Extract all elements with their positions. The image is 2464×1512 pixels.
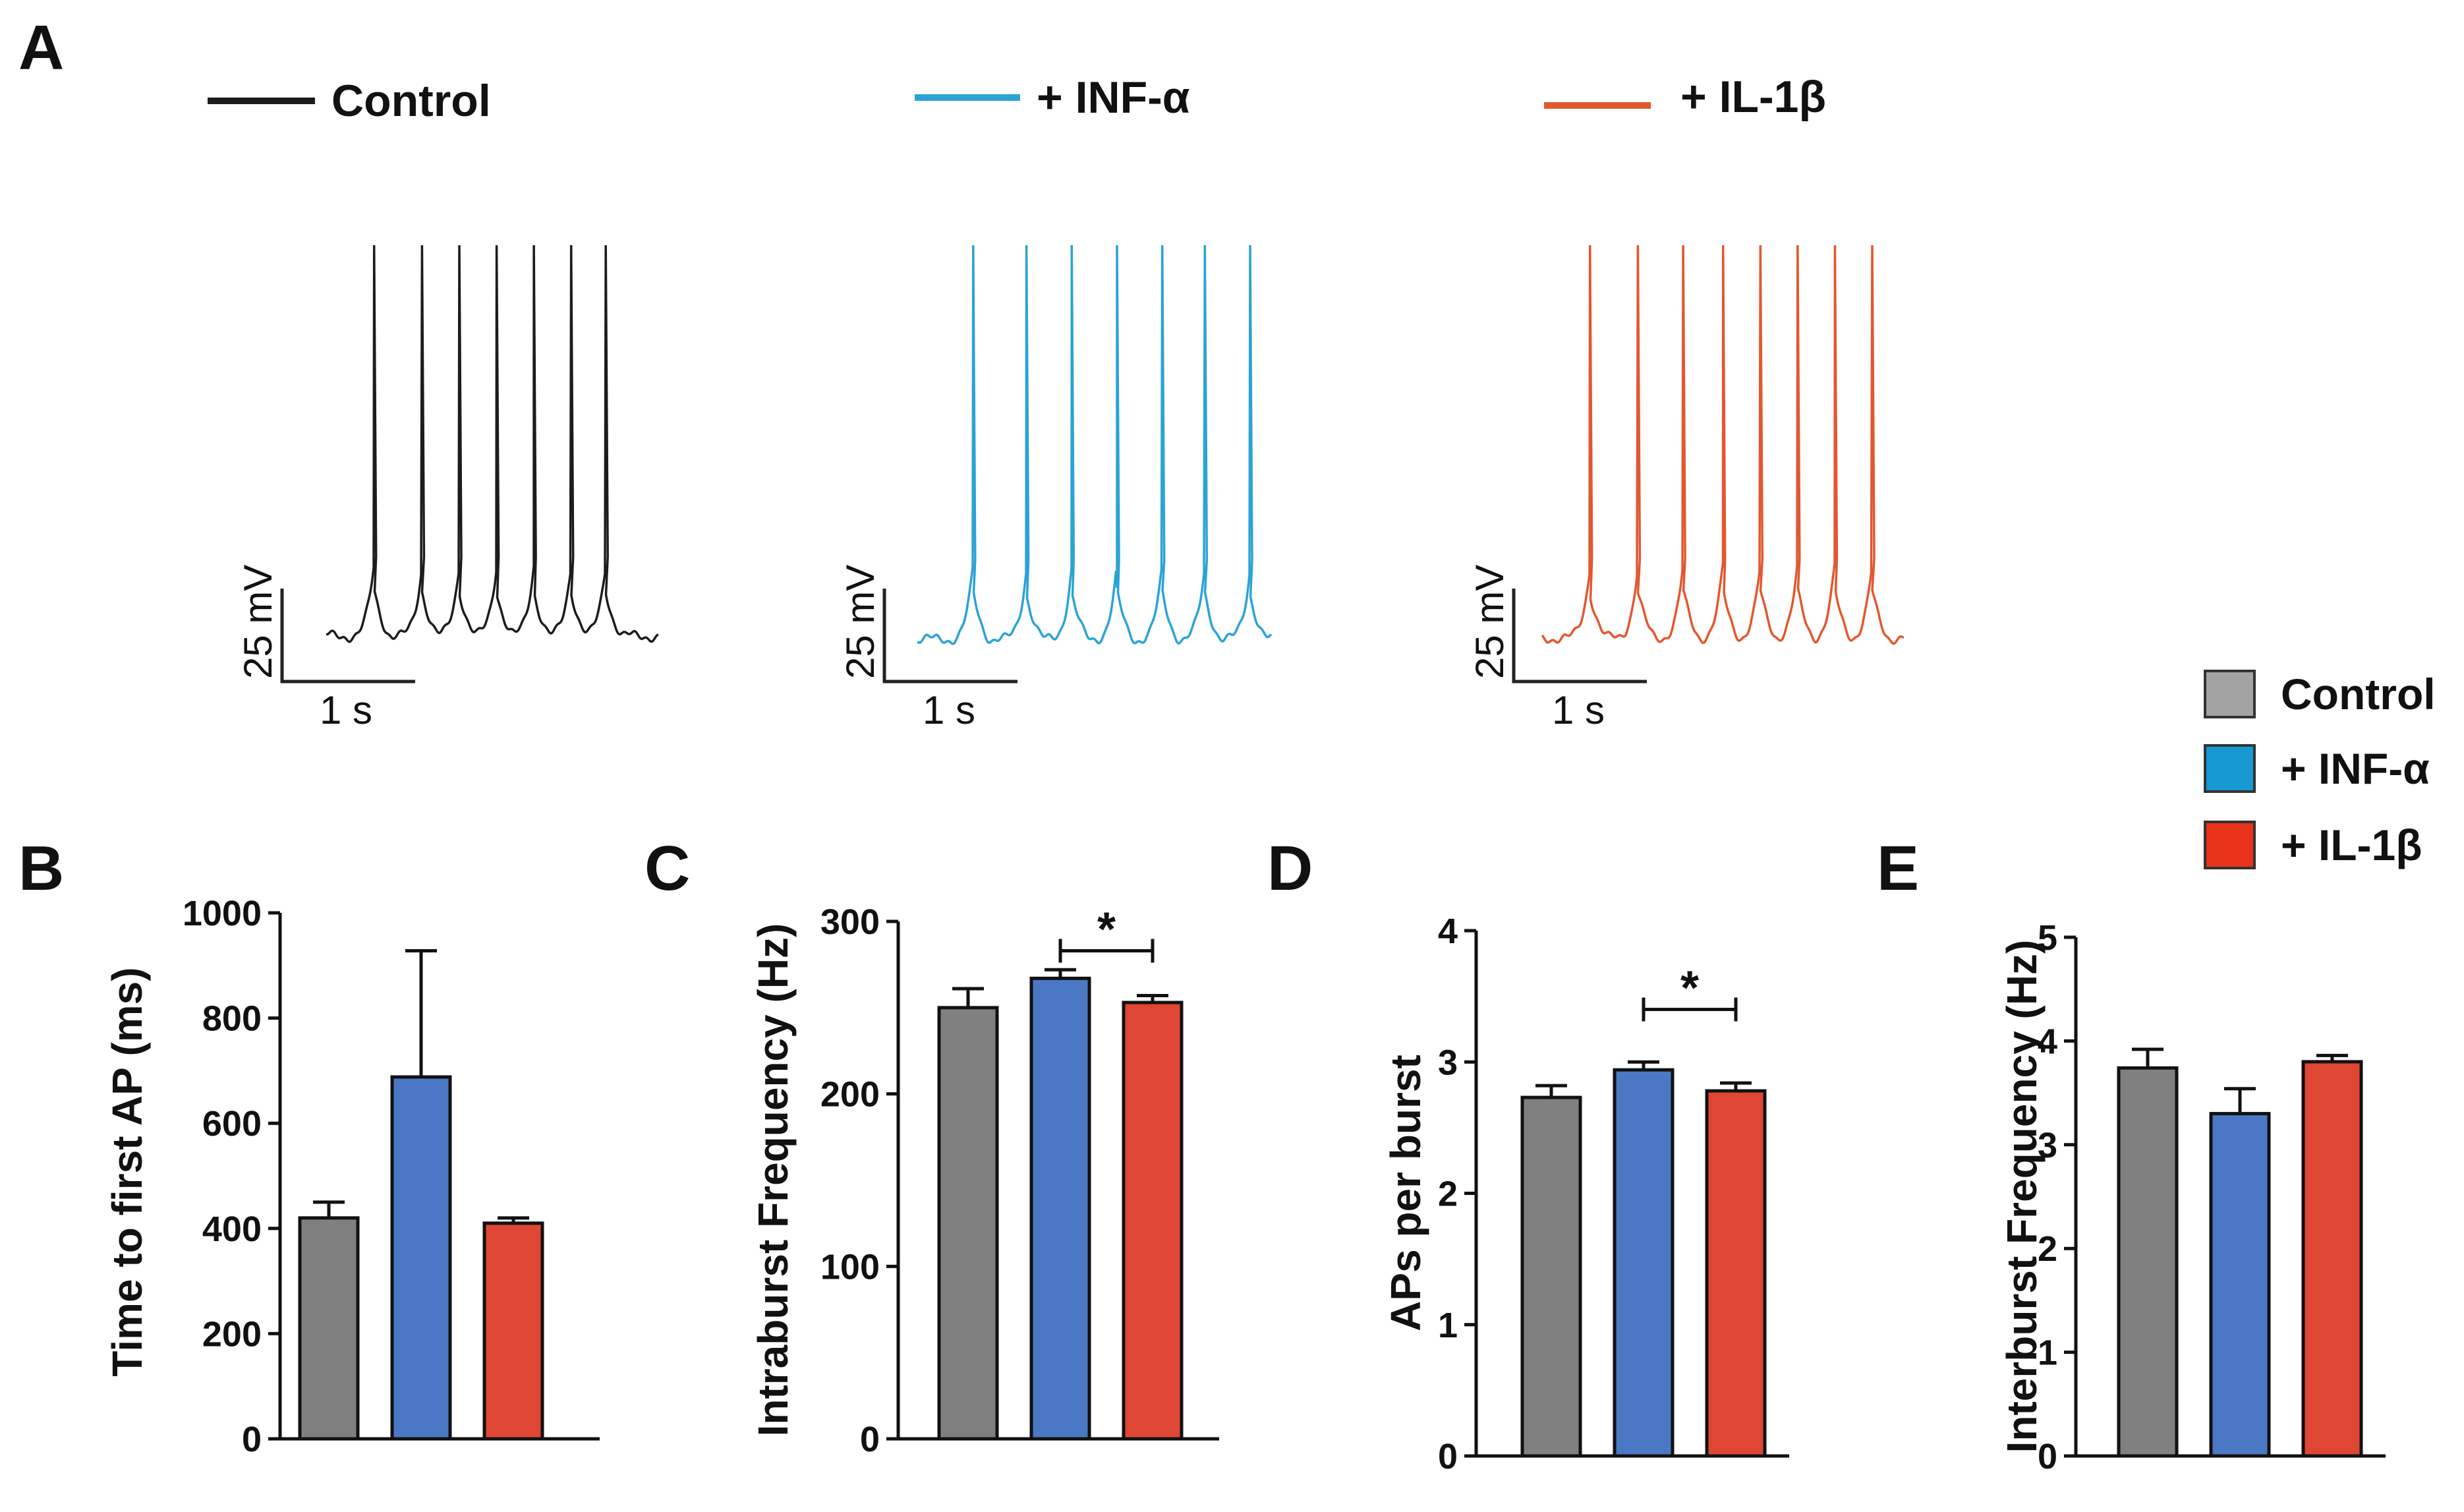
y-tick-label-e: 3 [2038,1126,2057,1165]
panel-label-c: C [645,833,690,904]
trace-panel-control: 25 mV 1 s [236,245,659,732]
bar-legend-swatch-inf [2204,744,2256,793]
trace-legend-label-inf: + INF-α [1037,73,1190,123]
scale-bar-il [1512,589,1647,683]
bar-d-inf [1613,1068,1675,1458]
panel-label-d: D [1267,833,1313,904]
y-tick-label-d: 3 [1438,1043,1458,1082]
trace-il [1541,245,1905,645]
bar-legend-label-il: + IL-1β [2281,821,2422,869]
y-tick-label-c: 100 [820,1247,880,1287]
trace-inf [917,245,1273,645]
y-tick-label-e: 1 [2038,1333,2057,1373]
bar-d-il [1705,1089,1767,1458]
bar-b-il [482,1221,544,1441]
bar-e-inf [2209,1112,2271,1458]
y-axis-title-e: Interburst Frequency (Hz) [1998,940,2046,1453]
bar-b-inf [390,1075,452,1441]
y-axis-title-d: APs per burst [1382,1055,1429,1331]
y-tick-label-e: 5 [2038,918,2057,958]
y-tick-label-d: 1 [1438,1306,1458,1345]
trace-panel-inf: 25 mV 1 s [838,245,1273,732]
y-tick-label-e: 2 [2038,1229,2057,1269]
y-tick-label-b: 0 [242,1420,262,1459]
bar-e-control [2117,1066,2179,1458]
scale-voltage-control: 25 mV [236,565,280,679]
y-tick-label-e: 0 [2038,1437,2057,1476]
chart-b: 0 200 400 600 800 1000 Time to first AP (ms) [103,894,600,1459]
panel-label-b: B [18,833,64,904]
scale-time-inf: 1 s [923,688,975,732]
y-tick-label-d: 2 [1438,1175,1458,1214]
panel-label-a: A [18,13,64,83]
bar-c-control [937,1006,999,1441]
chart-c: 0 100 200 300 Intraburst Frequency (Hz) * [749,902,1219,1459]
scale-time-control: 1 s [320,688,372,732]
y-tick-label-d: 4 [1438,912,1458,951]
bar-d-control [1520,1095,1582,1458]
y-tick-label-c: 300 [820,902,880,942]
significance-bracket-d [1642,997,1738,1022]
trace-legend: Control + INF-α + IL-1β [208,72,1826,126]
significance-star-d: * [1680,962,1699,1015]
bar-c-il [1122,1001,1184,1441]
y-tick-label-b: 800 [202,999,262,1039]
bar-legend: Control + INF-α + IL-1β [2204,670,2436,869]
y-axis-title-b: Time to first AP (ms) [103,967,151,1376]
trace-legend-label-il: + IL-1β [1680,72,1826,122]
scale-time-il: 1 s [1552,688,1605,732]
bar-legend-swatch-il [2204,821,2256,869]
y-tick-label-d: 0 [1438,1437,1458,1476]
trace-legend-label-control: Control [331,76,491,126]
scale-voltage-il: 25 mV [1468,565,1512,679]
bar-c-inf [1029,976,1091,1441]
trace-control [326,245,659,643]
chart-d: 0 1 2 3 4 APs per burst * [1382,912,1789,1476]
significance-bracket-c [1058,939,1155,963]
scale-voltage-inf: 25 mV [838,565,882,679]
bar-legend-swatch-control [2204,670,2256,718]
y-axis-title-c: Intraburst Frequency (Hz) [749,923,797,1437]
trace-panel-il: 25 mV 1 s [1468,245,1905,732]
bar-legend-label-control: Control [2281,670,2436,718]
y-tick-label-b: 200 [202,1314,262,1354]
y-tick-label-e: 4 [2038,1022,2057,1061]
significance-star-c: * [1097,903,1116,956]
scale-bar-inf [882,589,1017,683]
y-tick-label-c: 200 [820,1075,880,1115]
y-tick-label-c: 0 [860,1420,880,1459]
panel-label-e: E [1877,833,1919,904]
y-tick-label-b: 1000 [183,894,262,933]
bar-e-il [2301,1060,2363,1458]
y-tick-label-b: 600 [202,1104,262,1144]
bar-b-control [298,1216,360,1441]
y-tick-label-b: 400 [202,1209,262,1249]
scale-bar-control [280,589,415,683]
bar-legend-label-inf: + INF-α [2281,744,2430,793]
